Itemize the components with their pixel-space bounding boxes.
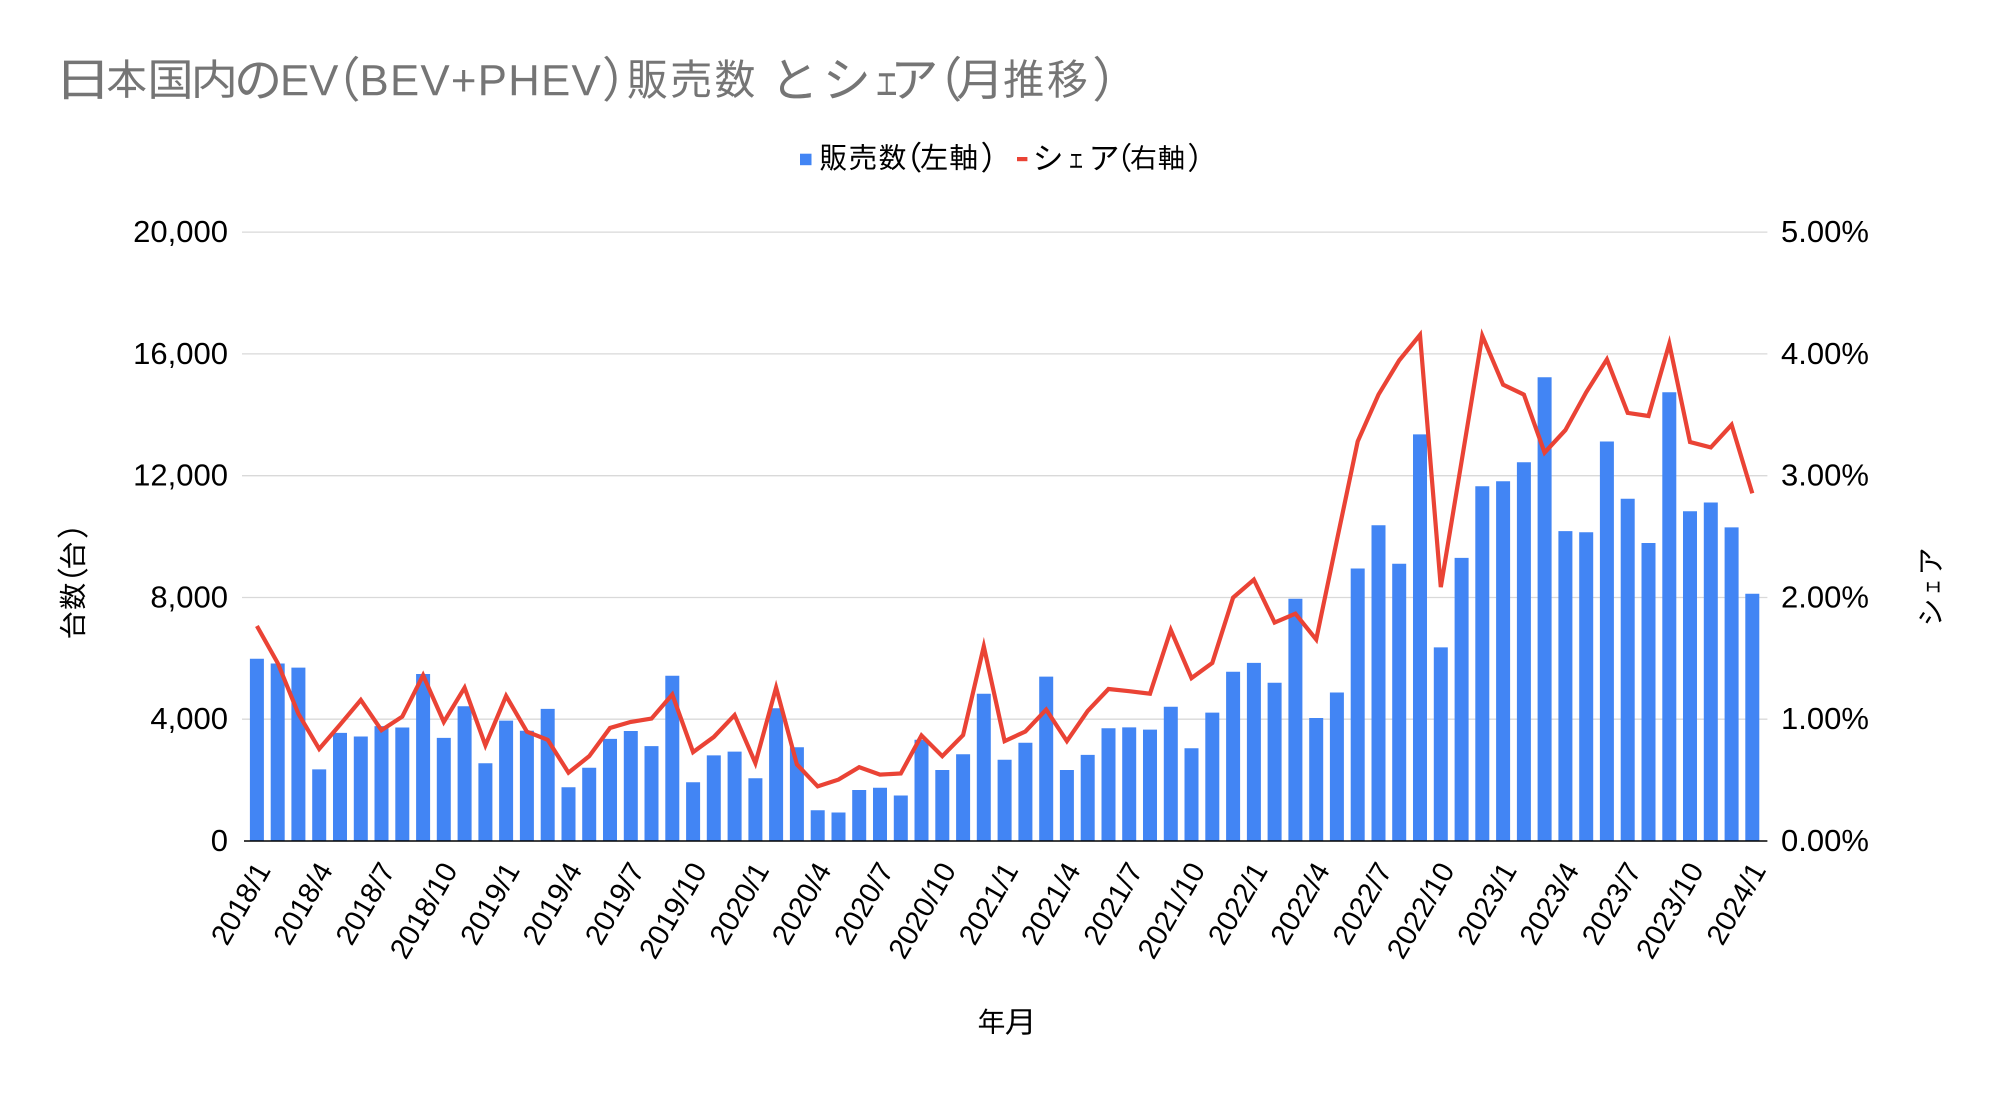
svg-text:16,000: 16,000 [133,336,228,371]
svg-text:4.00%: 4.00% [1781,336,1869,371]
svg-text:1.00%: 1.00% [1781,701,1869,736]
svg-text:2.00%: 2.00% [1781,580,1869,615]
svg-text:4,000: 4,000 [150,701,228,736]
svg-text:12,000: 12,000 [133,458,228,493]
svg-text:5.00%: 5.00% [1781,214,1869,249]
svg-text:0: 0 [211,823,228,858]
svg-text:8,000: 8,000 [150,580,228,615]
svg-text:20,000: 20,000 [133,214,228,249]
svg-text:0.00%: 0.00% [1781,823,1869,858]
svg-text:3.00%: 3.00% [1781,458,1869,493]
